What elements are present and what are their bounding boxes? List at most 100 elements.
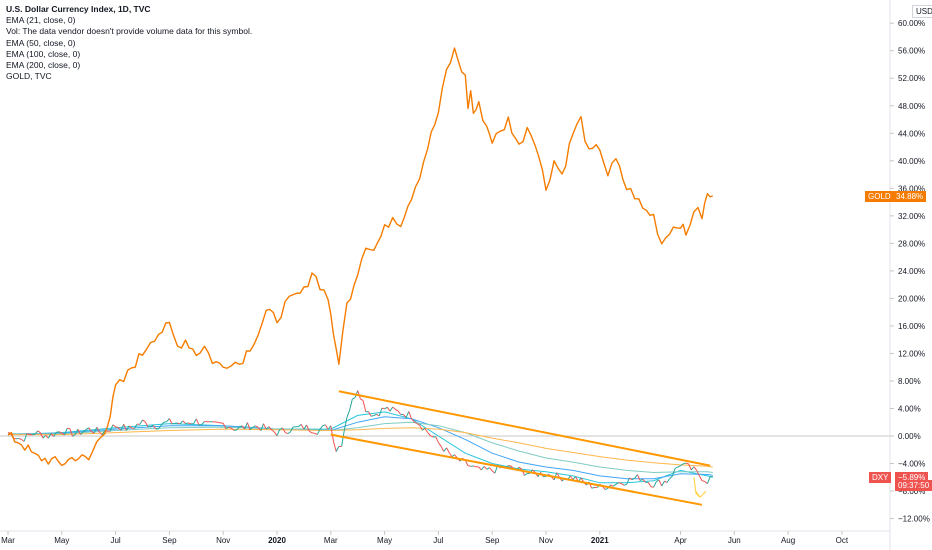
- dxy-segment: [349, 399, 353, 411]
- channel-upper-line[interactable]: [338, 390, 711, 467]
- x-tick-label: Nov: [216, 536, 230, 545]
- dxy-segment: [437, 442, 442, 447]
- dxy-segment: [152, 425, 157, 430]
- dxy-segment: [88, 427, 92, 432]
- dxy-segment: [101, 430, 106, 436]
- time-axis[interactable]: Mar May Jul Sep Nov 2020 Mar May Jul Sep Nov 2021 Ap…: [1, 531, 849, 545]
- dxy-segment: [249, 426, 254, 431]
- currency-label[interactable]: USD: [912, 5, 932, 18]
- dxy-segment: [440, 446, 445, 452]
- dxy-segment: [239, 425, 243, 428]
- dxy-segment: [623, 483, 627, 486]
- x-tick-label: Sep: [162, 536, 177, 545]
- legend-ema21[interactable]: EMA (21, close, 0): [6, 15, 76, 26]
- dxy-segment: [615, 482, 619, 485]
- dxy-segment: [26, 433, 30, 436]
- x-tick-label: Jul: [433, 536, 443, 545]
- dxy-segment: [381, 407, 385, 410]
- dxy-segment: [117, 427, 122, 431]
- dxy-segment: [454, 454, 458, 459]
- dxy-segment: [427, 432, 431, 436]
- dxy-segment: [322, 424, 326, 427]
- dxy-segment: [281, 427, 286, 433]
- dxy-segment: [133, 423, 138, 429]
- dxy-segment: [677, 465, 681, 468]
- dxy-segment: [268, 426, 272, 431]
- dxy-segment: [634, 474, 638, 479]
- dxy-segment: [324, 424, 329, 430]
- dxy-segment: [222, 422, 227, 429]
- dxy-segment: [171, 422, 175, 425]
- dxy-segment: [18, 438, 22, 440]
- dxy-segment: [685, 462, 689, 465]
- dxy-segment: [91, 431, 95, 434]
- dxy-segment: [179, 420, 184, 425]
- dxy-segment: [271, 429, 275, 433]
- dxy-segment: [215, 421, 218, 423]
- legend-ema200[interactable]: EMA (200, close, 0): [6, 60, 81, 71]
- dxy-segment: [34, 430, 38, 435]
- dxy-segment: [688, 463, 692, 471]
- dxy-segment: [448, 452, 453, 457]
- dxy-segment: [160, 421, 165, 426]
- dxy-segment: [518, 466, 523, 470]
- legend-gold[interactable]: GOLD, TVC: [6, 71, 52, 82]
- dxy-segment: [376, 413, 380, 417]
- y-tick-label: 4.00%: [898, 404, 921, 413]
- dxy-segment: [303, 424, 308, 430]
- dxy-segment: [704, 481, 708, 485]
- dxy-segment: [435, 436, 439, 443]
- dxy-segment: [690, 466, 695, 471]
- dxy-segment: [150, 424, 154, 428]
- dxy-segment: [284, 431, 289, 435]
- channel-lower-line[interactable]: [330, 433, 703, 506]
- y-tick-label: 32.00%: [898, 212, 925, 221]
- dxy-segment: [680, 463, 684, 467]
- dxy-segment: [405, 411, 410, 418]
- dxy-segment: [64, 428, 68, 436]
- dxy-segment: [451, 454, 455, 458]
- legend-volume[interactable]: Vol: The data vendor doesn't provide vol…: [6, 26, 253, 37]
- dxy-segment: [217, 421, 221, 424]
- dxy-segment: [524, 473, 528, 476]
- dxy-segment: [177, 422, 181, 425]
- legend-ema100[interactable]: EMA (100, close, 0): [6, 48, 81, 59]
- dxy-segment: [279, 427, 283, 430]
- dxy-segment: [669, 475, 673, 479]
- x-tick-label: Apr: [674, 536, 687, 545]
- gold-line: [7, 47, 713, 467]
- dxy-segment: [330, 425, 334, 442]
- dxy-segment: [661, 480, 665, 487]
- dxy-segment: [650, 486, 654, 488]
- y-tick-label: 60.00%: [898, 19, 925, 28]
- dxy-segment: [413, 421, 418, 424]
- dxy-segment: [131, 427, 135, 429]
- price-axis[interactable]: 60.00% 56.00% 52.00% 48.00% 44.00% 40.00% 36.0…: [890, 19, 930, 524]
- dxy-segment: [424, 428, 429, 433]
- y-tick-label: 48.00%: [898, 102, 925, 111]
- gold-series: [7, 47, 713, 467]
- dxy-segment: [39, 432, 44, 439]
- legend-title[interactable]: U.S. Dollar Currency Index, 1D, TVC: [6, 4, 151, 14]
- dxy-segment: [123, 424, 127, 431]
- dxy-segment: [483, 466, 488, 470]
- y-tick-label: −8.00%: [898, 487, 925, 496]
- ema-line-4: [8, 427, 713, 468]
- x-tick-label: May: [377, 536, 392, 545]
- dxy-segment: [158, 424, 162, 429]
- x-tick-label: Aug: [781, 536, 795, 545]
- dxy-segment: [683, 462, 687, 465]
- x-tick-label: Jun: [728, 536, 741, 545]
- dxy-segment: [610, 484, 614, 487]
- dxy-segment: [260, 423, 264, 431]
- dxy-segment: [50, 433, 55, 437]
- dxy-segment: [257, 427, 262, 432]
- dxy-segment: [486, 467, 490, 470]
- dxy-segment: [289, 426, 294, 433]
- legend-ema50[interactable]: EMA (50, close, 0): [6, 37, 76, 48]
- dxy-segment: [706, 476, 711, 484]
- dxy-segment: [489, 467, 493, 472]
- dxy-segment: [263, 423, 267, 430]
- dxy-segment: [352, 397, 356, 400]
